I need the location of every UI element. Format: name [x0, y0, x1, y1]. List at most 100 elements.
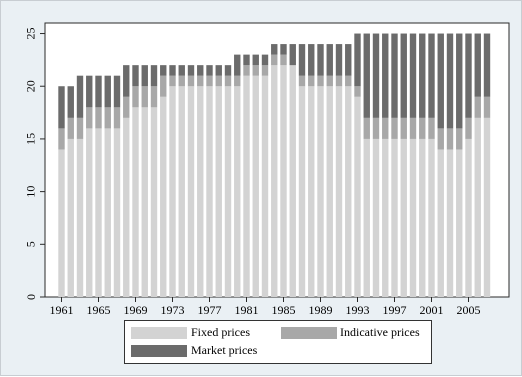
bar-2002-series-3	[437, 33, 444, 129]
bar-2003-series-1	[446, 149, 454, 297]
bar-1971-series-3	[150, 65, 158, 87]
legend-label-fixed: Fixed prices	[191, 325, 250, 339]
bar-1962-series-1	[67, 138, 74, 297]
bar-1973-series-1	[169, 86, 176, 297]
bar-1982-series-2	[252, 65, 259, 76]
x-tick-label-1973: 1973	[161, 303, 185, 317]
bar-1989-series-1	[317, 86, 324, 297]
bar-1970-series-3	[141, 65, 148, 87]
bar-1984-series-3	[271, 44, 278, 55]
bar-1974-series-1	[178, 86, 185, 297]
bar-1974-series-3	[178, 65, 185, 76]
y-tick-label-10: 10	[24, 186, 38, 198]
bar-1993-series-1	[354, 96, 361, 298]
bar-1980-series-1	[234, 86, 241, 297]
bar-1968-series-2	[123, 96, 130, 118]
x-tick-label-1997: 1997	[383, 303, 407, 317]
bar-1978-series-3	[215, 65, 222, 76]
bar-2001-series-1	[428, 138, 435, 297]
x-tick-label-1977: 1977	[198, 303, 222, 317]
bar-1973-series-3	[169, 65, 176, 76]
bar-2004-series-1	[456, 149, 463, 297]
bar-2007-series-2	[483, 96, 491, 118]
bar-1976-series-2	[197, 75, 204, 87]
bar-1971-series-2	[150, 86, 158, 108]
bar-1970-series-2	[141, 86, 148, 108]
bar-2002-series-1	[437, 149, 444, 297]
bar-1992-series-2	[345, 75, 352, 87]
x-tick-label-1989: 1989	[309, 303, 333, 317]
bar-1973-series-2	[169, 75, 176, 87]
x-tick-label-1965: 1965	[87, 303, 111, 317]
bar-1998-series-1	[400, 138, 407, 297]
bar-1988-series-3	[308, 44, 315, 76]
bar-1994-series-1	[363, 138, 370, 297]
bar-1990-series-2	[326, 75, 333, 87]
y-tick-label-20: 20	[24, 80, 38, 92]
bar-1994-series-2	[363, 117, 370, 139]
bar-2000-series-3	[419, 33, 426, 118]
bar-1984-series-1	[271, 65, 278, 298]
bar-1985-series-1	[280, 65, 287, 298]
bar-1966-series-1	[104, 128, 111, 297]
bar-1996-series-2	[382, 117, 389, 139]
bar-1976-series-1	[197, 86, 204, 297]
bar-1961-series-2	[58, 128, 65, 150]
bar-1967-series-1	[113, 128, 121, 297]
bar-1998-series-3	[400, 33, 407, 118]
x-tick-label-2005: 2005	[457, 303, 481, 317]
bar-2001-series-2	[428, 117, 435, 139]
bar-1967-series-2	[113, 107, 121, 129]
bar-1979-series-1	[224, 86, 232, 297]
bar-1982-series-3	[252, 54, 259, 66]
bar-1963-series-2	[76, 117, 84, 139]
x-tick-label-1969: 1969	[124, 303, 148, 317]
x-tick-label-1985: 1985	[272, 303, 296, 317]
bar-1993-series-2	[354, 86, 361, 97]
bar-1982-series-1	[252, 75, 259, 297]
bar-1981-series-2	[243, 65, 250, 76]
bar-1969-series-1	[132, 107, 139, 297]
bar-1981-series-3	[243, 54, 250, 66]
bar-2006-series-3	[474, 33, 481, 97]
bar-2005-series-1	[465, 138, 472, 297]
bar-1981-series-1	[243, 75, 250, 297]
bar-1964-series-2	[86, 107, 93, 129]
bar-1968-series-1	[123, 117, 130, 297]
y-tick-label-0: 0	[24, 294, 38, 300]
bar-1975-series-3	[187, 65, 195, 76]
bar-1975-series-2	[187, 75, 195, 87]
bar-2004-series-3	[456, 33, 463, 129]
bar-2002-series-2	[437, 128, 444, 150]
bar-2003-series-2	[446, 128, 454, 150]
bar-1975-series-1	[187, 86, 195, 297]
bar-2000-series-2	[419, 117, 426, 139]
bar-1991-series-1	[335, 86, 343, 297]
bar-1983-series-3	[261, 54, 269, 66]
bar-1966-series-2	[104, 107, 111, 129]
bar-1989-series-3	[317, 44, 324, 76]
chart-legend: Fixed prices Indicative prices Market pr…	[124, 320, 432, 364]
bar-1983-series-2	[261, 65, 269, 76]
bar-1993-series-3	[354, 33, 361, 87]
bar-1996-series-1	[382, 138, 389, 297]
bar-1961-series-3	[58, 86, 65, 129]
bar-1985-series-3	[280, 44, 287, 55]
y-tick-label-5: 5	[24, 241, 38, 247]
bar-1992-series-1	[345, 86, 352, 297]
bar-1972-series-3	[160, 65, 167, 76]
bar-1986-series-1	[289, 65, 296, 298]
bar-1966-series-3	[104, 75, 111, 108]
bar-2007-series-1	[483, 117, 491, 297]
bar-1990-series-3	[326, 44, 333, 76]
bar-1992-series-3	[345, 44, 352, 76]
bar-1999-series-3	[409, 33, 417, 118]
bar-1979-series-2	[224, 75, 232, 87]
bar-1997-series-3	[391, 33, 398, 118]
bar-1991-series-3	[335, 44, 343, 76]
bar-1970-series-1	[141, 107, 148, 297]
bar-1971-series-1	[150, 107, 158, 297]
bar-1997-series-2	[391, 117, 398, 139]
